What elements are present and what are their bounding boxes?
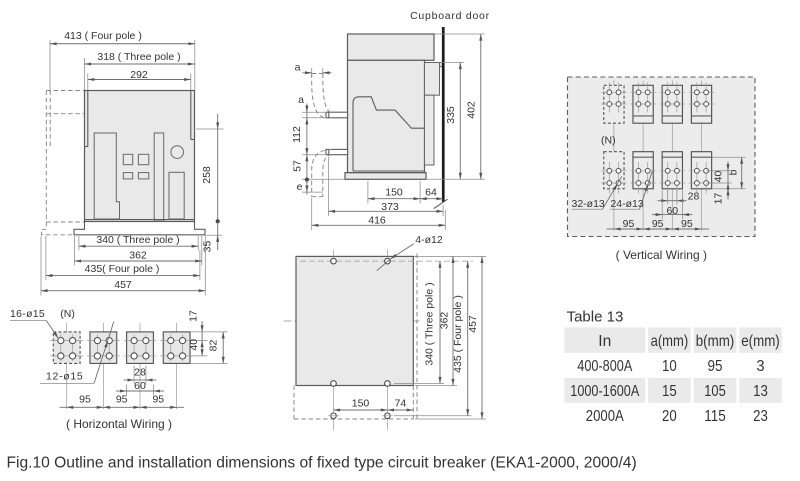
svg-text:35: 35 <box>202 241 214 253</box>
svg-text:a(mm): a(mm) <box>651 333 689 350</box>
svg-text:e(mm): e(mm) <box>741 333 780 350</box>
svg-text:95: 95 <box>681 218 693 230</box>
svg-text:40: 40 <box>188 339 200 351</box>
svg-text:13: 13 <box>753 383 768 400</box>
svg-text:32-ø13: 32-ø13 <box>572 198 605 210</box>
svg-text:17: 17 <box>713 193 725 205</box>
svg-text:413 ( Four pole ): 413 ( Four pole ) <box>64 30 142 42</box>
svg-text:b: b <box>727 169 739 175</box>
svg-text:115: 115 <box>704 408 726 425</box>
svg-text:4-ø12: 4-ø12 <box>415 234 443 246</box>
svg-text:95: 95 <box>79 393 91 405</box>
svg-text:335: 335 <box>445 106 457 124</box>
svg-text:40: 40 <box>713 171 725 183</box>
svg-text:373: 373 <box>381 201 399 213</box>
svg-text:95: 95 <box>652 218 664 230</box>
svg-text:362: 362 <box>129 250 147 262</box>
svg-text:435( Four pole ): 435( Four pole ) <box>85 263 160 275</box>
svg-text:( Horizontal Wiring ): ( Horizontal Wiring ) <box>66 417 172 431</box>
svg-text:23: 23 <box>753 408 768 425</box>
svg-text:In: In <box>598 333 611 350</box>
svg-text:12-ø15: 12-ø15 <box>46 371 83 383</box>
svg-text:340 ( Three pole ): 340 ( Three pole ) <box>96 234 179 246</box>
svg-text:10: 10 <box>662 358 677 375</box>
svg-text:95: 95 <box>708 358 723 375</box>
svg-text:318 ( Three pole ): 318 ( Three pole ) <box>97 51 180 63</box>
svg-text:a: a <box>295 62 301 74</box>
svg-text:402: 402 <box>466 101 478 119</box>
svg-text:e: e <box>297 181 303 193</box>
svg-text:( Vertical Wiring ): ( Vertical Wiring ) <box>616 248 707 262</box>
svg-text:Table 13: Table 13 <box>567 309 624 326</box>
svg-text:150: 150 <box>385 186 403 198</box>
svg-text:416: 416 <box>368 214 386 226</box>
svg-text:258: 258 <box>201 166 213 184</box>
svg-text:24-ø13: 24-ø13 <box>610 198 643 210</box>
svg-text:28: 28 <box>688 191 700 203</box>
svg-text:Fig.10 Outline and installatio: Fig.10 Outline and installation dimensio… <box>7 454 637 471</box>
svg-text:28: 28 <box>134 367 146 379</box>
svg-text:362: 362 <box>438 312 450 330</box>
svg-text:74: 74 <box>395 398 407 410</box>
svg-text:457: 457 <box>467 315 479 333</box>
svg-text:435 ( Four pole ): 435 ( Four pole ) <box>452 295 464 373</box>
svg-text:b(mm): b(mm) <box>696 333 735 350</box>
svg-text:57: 57 <box>292 160 304 172</box>
svg-text:112: 112 <box>291 126 303 143</box>
svg-text:20: 20 <box>662 408 677 425</box>
svg-text:Cupboard door: Cupboard door <box>410 10 490 22</box>
svg-text:(N): (N) <box>60 308 75 320</box>
svg-text:95: 95 <box>116 393 128 405</box>
svg-text:(N): (N) <box>601 134 616 146</box>
svg-text:15: 15 <box>662 383 677 400</box>
svg-text:340 ( Three pole ): 340 ( Three pole ) <box>423 282 435 365</box>
svg-text:60: 60 <box>134 380 146 392</box>
svg-text:95: 95 <box>152 393 164 405</box>
svg-text:64: 64 <box>425 186 437 198</box>
svg-text:457: 457 <box>114 279 132 291</box>
svg-text:17: 17 <box>187 310 199 322</box>
svg-text:95: 95 <box>623 218 635 230</box>
svg-text:292: 292 <box>130 69 148 81</box>
svg-text:16-ø15: 16-ø15 <box>10 308 45 320</box>
svg-text:82: 82 <box>208 340 220 352</box>
svg-text:a: a <box>298 94 304 106</box>
svg-text:3: 3 <box>756 358 764 375</box>
svg-text:1000-1600A: 1000-1600A <box>570 383 639 400</box>
svg-text:400-800A: 400-800A <box>577 358 632 375</box>
svg-text:105: 105 <box>704 383 726 400</box>
svg-text:150: 150 <box>352 398 370 410</box>
svg-text:60: 60 <box>666 205 678 217</box>
svg-text:2000A: 2000A <box>586 408 624 425</box>
